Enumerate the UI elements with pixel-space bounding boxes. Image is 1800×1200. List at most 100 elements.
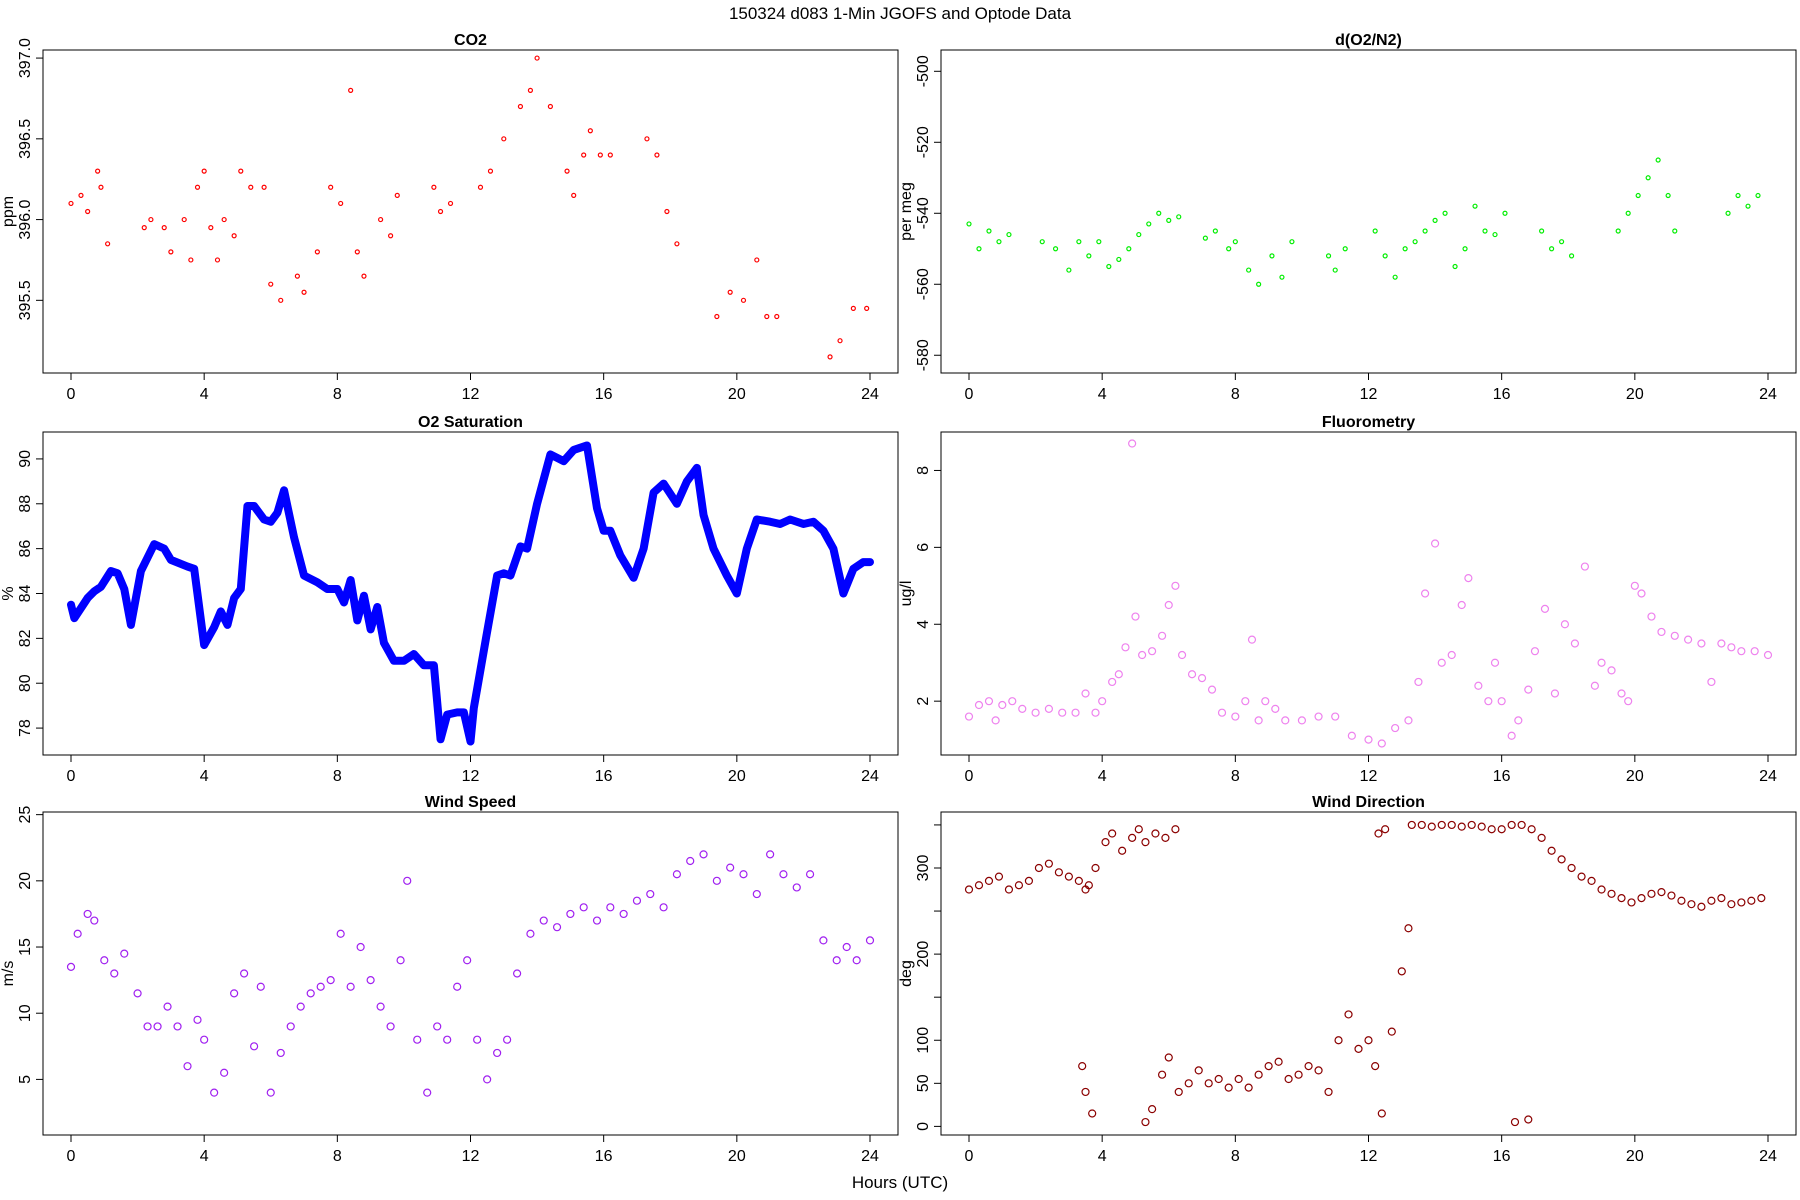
data-point xyxy=(1166,217,1172,223)
x-tick-label: 0 xyxy=(67,386,76,403)
data-point xyxy=(659,903,668,912)
data-point xyxy=(1226,246,1232,252)
data-point xyxy=(1607,666,1616,675)
data-point xyxy=(1118,846,1127,855)
data-point xyxy=(188,257,194,263)
data-point xyxy=(1207,685,1217,694)
data-point xyxy=(714,313,720,320)
data-point xyxy=(1437,658,1446,667)
x-tick-label: 24 xyxy=(1759,386,1777,403)
data-point xyxy=(238,168,244,174)
data-point xyxy=(306,989,315,998)
data-point xyxy=(1108,677,1117,687)
chart-wdir: Wind Direction deg 0 4 8 12 16 20 24 0 50 100 200 300 xyxy=(898,794,1797,1165)
y-tick-label: 50 xyxy=(915,1074,932,1092)
data-point xyxy=(1507,820,1516,830)
data-point xyxy=(974,881,984,890)
data-point xyxy=(1096,239,1102,245)
data-point xyxy=(1128,439,1137,448)
data-point xyxy=(78,192,84,198)
data-point xyxy=(1707,677,1716,687)
chart-title: d(O2/N2) xyxy=(1335,32,1402,49)
data-point xyxy=(1116,256,1122,263)
data-point xyxy=(739,870,748,879)
data-point xyxy=(1477,822,1486,831)
data-point xyxy=(774,313,780,320)
data-point xyxy=(1412,239,1418,245)
y-tick-label: 88 xyxy=(17,495,34,513)
data-point xyxy=(394,192,400,198)
data-point xyxy=(1404,924,1413,933)
x-tick-label: 20 xyxy=(728,386,746,403)
x-tick-label: 0 xyxy=(67,1148,76,1165)
data-point xyxy=(1294,1070,1303,1079)
y-tick-label: 15 xyxy=(17,938,34,956)
data-point xyxy=(1039,239,1045,245)
data-point xyxy=(998,700,1007,710)
data-point xyxy=(296,1002,305,1011)
data-point xyxy=(1224,1083,1233,1092)
data-point xyxy=(266,1088,275,1097)
y-tick-label: 100 xyxy=(915,1027,932,1054)
data-point xyxy=(1697,902,1706,911)
y-tick-label: 10 xyxy=(17,1004,34,1022)
data-point xyxy=(1197,673,1207,683)
data-point xyxy=(477,184,484,190)
data-point xyxy=(864,305,870,311)
x-tick-label: 20 xyxy=(1626,386,1644,403)
x-tick-label: 4 xyxy=(1098,386,1107,403)
data-point xyxy=(194,184,201,190)
data-point xyxy=(852,956,861,965)
data-point xyxy=(1735,192,1741,199)
data-point xyxy=(1128,833,1137,842)
chart-title: Fluorometry xyxy=(1322,414,1415,431)
x-tick-label: 20 xyxy=(728,768,746,785)
data-point xyxy=(105,241,111,247)
data-point xyxy=(1031,708,1040,717)
data-point xyxy=(1484,697,1493,706)
data-point xyxy=(1391,723,1400,733)
data-point xyxy=(1420,589,1430,598)
data-point xyxy=(431,184,437,190)
data-point xyxy=(1422,228,1428,234)
x-tick-label: 16 xyxy=(595,386,613,403)
data-point xyxy=(256,982,265,991)
data-point xyxy=(1126,246,1132,252)
data-point xyxy=(1066,267,1072,273)
data-point xyxy=(1657,627,1666,637)
data-point xyxy=(727,289,733,295)
data-point xyxy=(1071,708,1080,717)
data-point xyxy=(220,1068,229,1077)
plot-frame xyxy=(940,431,1797,756)
data-point xyxy=(1627,898,1636,907)
data-point xyxy=(632,896,642,905)
data-point xyxy=(592,916,602,925)
series-o2sat-0 xyxy=(67,441,874,746)
data-point xyxy=(1624,697,1633,706)
data-point xyxy=(539,916,548,925)
data-point xyxy=(1174,1087,1183,1097)
data-point xyxy=(301,289,307,295)
data-point xyxy=(564,168,570,174)
data-point xyxy=(433,1022,442,1031)
data-point xyxy=(819,936,828,945)
data-point xyxy=(396,956,405,965)
data-point xyxy=(1284,1074,1293,1084)
data-point xyxy=(1707,896,1716,905)
data-point xyxy=(316,982,325,991)
y-tick-label: 300 xyxy=(915,855,932,882)
x-tick-label: 16 xyxy=(595,768,613,785)
data-point xyxy=(1151,829,1160,838)
y-tick-label: 6 xyxy=(915,543,932,552)
y-tick-label: 396.5 xyxy=(17,119,34,159)
x-tick-label: 16 xyxy=(595,1148,613,1165)
series-do2n2-0 xyxy=(966,157,1761,287)
data-point xyxy=(1490,658,1500,667)
data-point xyxy=(183,1062,192,1071)
data-point xyxy=(1254,1070,1263,1079)
data-point xyxy=(161,225,167,231)
data-point xyxy=(1131,612,1140,621)
data-point xyxy=(1558,239,1565,245)
x-tick-label: 4 xyxy=(1098,1148,1107,1165)
